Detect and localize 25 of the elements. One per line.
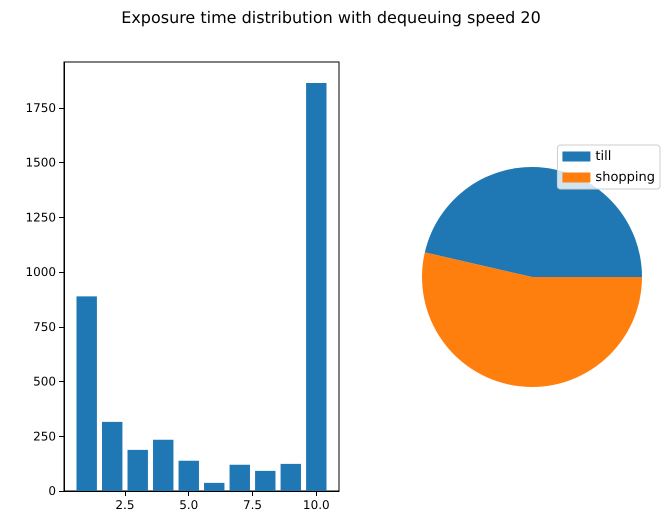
chart-title: Exposure time distribution with dequeuing speed 20 — [120, 8, 542, 27]
bar — [230, 464, 250, 491]
y-tick-label: 500 — [33, 374, 56, 389]
y-tick-label: 1750 — [25, 100, 56, 115]
x-tick-label: 10.0 — [302, 498, 330, 512]
x-tick-label: 7.5 — [242, 498, 262, 512]
y-tick-label: 0 — [48, 484, 56, 498]
bar — [153, 440, 174, 491]
y-tick-label: 250 — [33, 429, 56, 444]
y-tick-label: 750 — [33, 320, 56, 334]
x-tick-label: 5.0 — [179, 498, 198, 512]
bar — [102, 422, 122, 491]
bar — [306, 83, 326, 491]
legend-label: till — [595, 149, 612, 164]
bar — [76, 296, 97, 491]
bar — [128, 450, 148, 491]
y-tick-label: 1500 — [25, 156, 56, 170]
y-tick-label: 1250 — [25, 210, 56, 224]
y-tick-label: 1000 — [25, 265, 56, 280]
bar — [178, 460, 199, 491]
legend-label: shopping — [595, 170, 656, 185]
x-tick-label: 2.5 — [115, 498, 135, 512]
bar — [204, 482, 224, 491]
bar — [255, 470, 276, 491]
bar — [280, 464, 301, 491]
